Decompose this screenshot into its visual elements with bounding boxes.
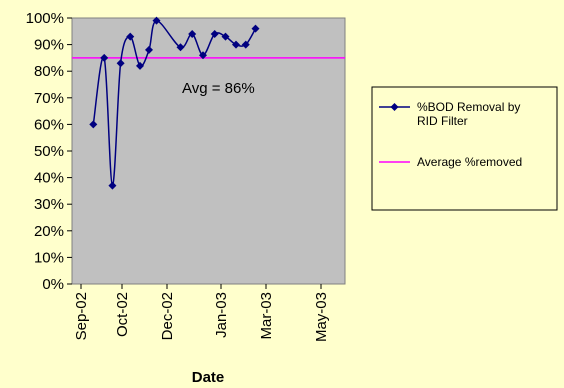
x-tick-label: Dec-02 (159, 292, 176, 340)
plot-area (71, 17, 346, 285)
y-tick-label: 20% (34, 223, 64, 240)
x-tick-label: Jan-03 (213, 292, 230, 338)
bod-removal-point (136, 61, 144, 70)
x-axis: Sep-02 Oct-02 Dec-02 Jan-03 Mar-03 May-03 (73, 284, 330, 342)
bod-removal-point (221, 32, 230, 41)
y-tick-label: 70% (34, 90, 64, 107)
x-tick-label: May-03 (313, 292, 330, 342)
bod-removal-point (108, 181, 117, 190)
x-tick-label: Oct-02 (114, 292, 131, 337)
y-tick-label: 10% (34, 249, 64, 266)
bod-removal-point (100, 53, 109, 62)
bod-removal-point (145, 45, 153, 54)
y-tick-label: 50% (34, 143, 64, 160)
bod-removal-point (116, 59, 125, 68)
y-tick-label: 100% (26, 10, 64, 27)
x-tick-label: Mar-03 (258, 292, 275, 340)
legend-label-bod-line1: %BOD Removal by (417, 100, 520, 114)
bod-removal-point (89, 120, 98, 129)
bod-removal-point (176, 43, 185, 52)
bod-removal-point (251, 24, 260, 33)
y-axis: 0% 10% 20% 30% 40% 50% 60% 70% 80% 90% 100% (26, 10, 72, 293)
legend-label-bod-line2: RID Filter (417, 114, 468, 128)
bod-removal-point (241, 40, 250, 49)
bod-removal-point (199, 51, 207, 60)
y-tick-label: 80% (34, 63, 64, 80)
legend: %BOD Removal by RID Filter Average %remo… (371, 86, 558, 211)
legend-label-average: Average %removed (417, 155, 522, 169)
legend-marker-bod (390, 103, 399, 111)
avg-annotation: Avg = 86% (182, 80, 255, 97)
bod-removal-point (210, 29, 219, 38)
y-tick-label: 90% (34, 37, 64, 54)
y-tick-label: 0% (42, 276, 64, 293)
x-tick-label: Sep-02 (73, 292, 90, 340)
y-tick-label: 40% (34, 170, 64, 187)
x-axis-title: Date (192, 369, 225, 386)
bod-removal-point (188, 29, 197, 38)
bod-removal-point (126, 32, 135, 41)
y-tick-label: 30% (34, 196, 64, 213)
bod-removal-point (232, 40, 240, 49)
bod-removal-point (152, 16, 161, 25)
y-tick-label: 60% (34, 116, 64, 133)
series-layer (72, 16, 345, 190)
